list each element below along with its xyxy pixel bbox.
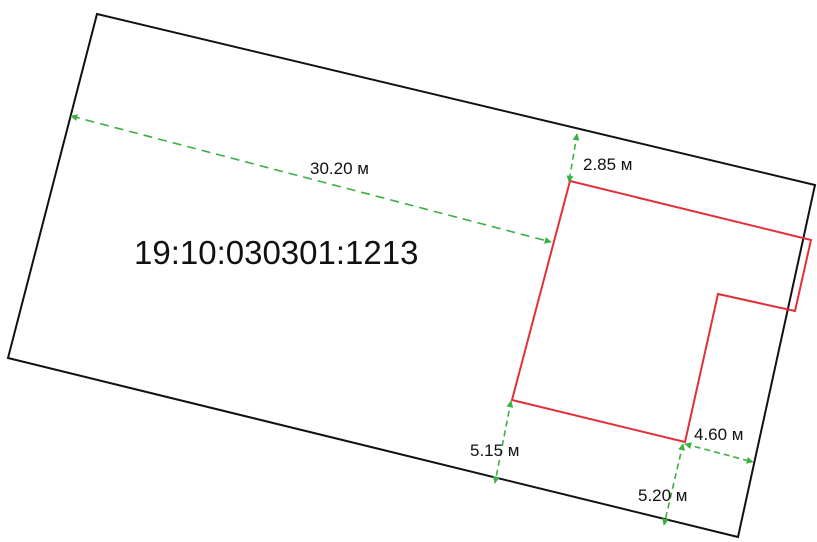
dimension-line-bottom-left: [492, 400, 514, 484]
dimension-label-bottom-left: 5.15 м: [470, 441, 520, 460]
dimension-line-right: [684, 442, 754, 464]
dimension-label-bottom-right: 5.20 м: [638, 486, 688, 505]
building-outline: [510, 179, 813, 444]
dimension-line-bottom-right: [662, 443, 685, 526]
dimension-label-top: 2.85 м: [583, 155, 633, 174]
dimension-line-left: [70, 114, 552, 244]
cadastral-number-label: 19:10:030301:1213: [134, 234, 418, 271]
dimension-label-right: 4.60 м: [694, 425, 744, 444]
parcel-boundary: [6, 12, 817, 539]
dimension-line-top: [566, 133, 580, 183]
dimension-label-left: 30.20 м: [310, 159, 369, 178]
